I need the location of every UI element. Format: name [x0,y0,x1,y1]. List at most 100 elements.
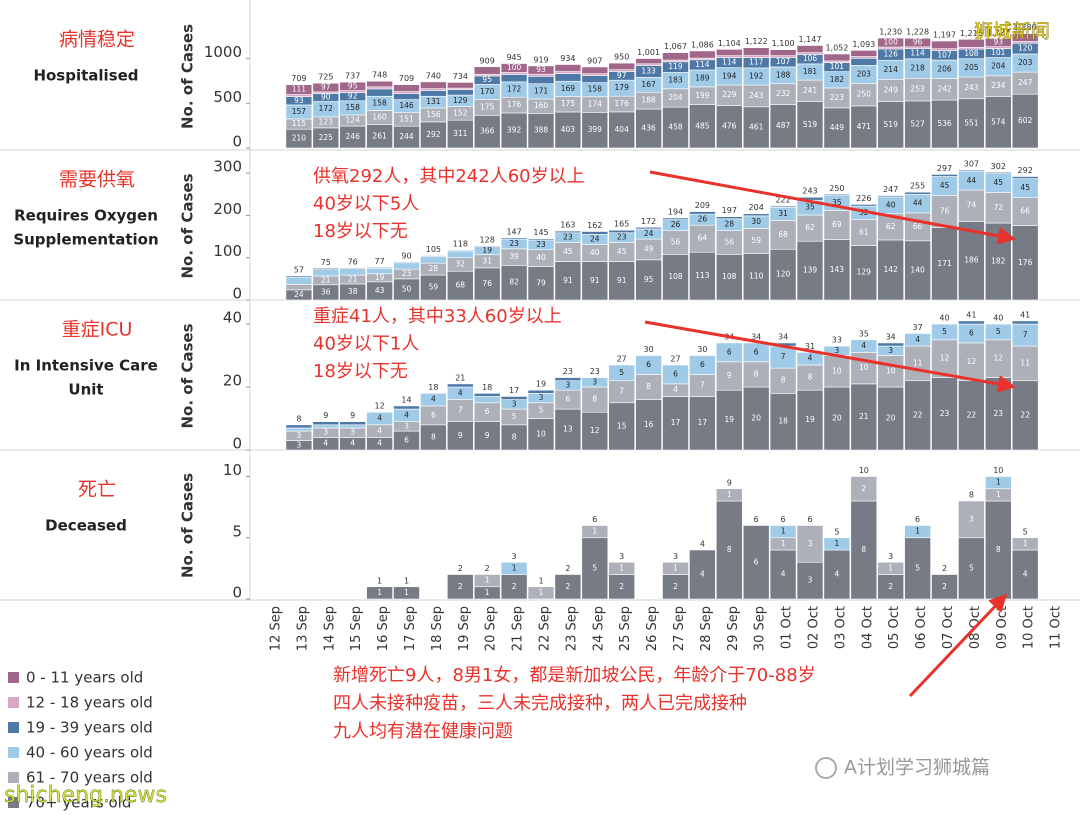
segment-label: 253 [910,85,925,94]
total-label: 907 [587,56,602,65]
bar-segment [796,389,824,451]
segment-label: 4 [700,570,705,579]
x-tick-label: 02 Oct [807,606,822,649]
segment-label: 82 [509,278,519,287]
segment-label: 6 [673,369,678,378]
bar-segment [393,91,420,94]
bar-segment [662,217,689,220]
bar-segment [527,65,555,75]
bar-segment [689,224,716,253]
segment-label: 59 [429,283,439,292]
bar-segment [473,66,501,75]
annotation: 四人未接种疫苗，三人未完成接种，两人已完成接种 [333,693,747,714]
panel-label: In Intensive Care [14,357,158,375]
total-label: 30 [644,345,654,354]
legend-swatch [8,722,19,733]
bar-segment [446,82,474,89]
segment-label: 1 [485,576,490,585]
total-label: 35 [859,329,869,338]
total-label: 41 [966,310,976,319]
bar-segment [1011,380,1039,451]
bar-segment [527,266,555,301]
segment-label: 183 [668,76,683,85]
total-label: 12 [375,402,385,411]
segment-label: 199 [695,91,710,100]
segment-label: 79 [536,278,546,287]
annotation: 九人均有潜在健康问题 [333,721,513,742]
segment-label: 6 [754,347,759,356]
segment-label: 97 [617,71,627,80]
segment-label: 171 [937,259,952,268]
bar-segment [689,549,716,600]
bar-segment [366,586,393,600]
segment-label: 170 [480,87,495,96]
total-label: 9 [323,411,328,420]
segment-label: 6 [727,347,732,356]
segment-label: 18 [778,417,788,426]
total-label: 2 [458,564,463,573]
segment-label: 152 [453,108,468,117]
segment-label: 189 [695,73,710,82]
total-label: 128 [480,235,495,244]
bar-segment [850,339,878,353]
segment-label: 436 [641,124,656,133]
segment-label: 93 [294,96,304,105]
segment-label: 45 [994,178,1004,187]
total-label: 21 [455,373,465,382]
segment-label: 203 [857,69,872,78]
segment-label: 244 [399,132,414,141]
bar-segment [769,525,797,539]
x-tick-label: 06 Oct [914,606,929,649]
annotation: 40岁以下5人 [313,194,419,215]
bar-segment [366,88,393,97]
watermark: 狮城新闻 [974,21,1050,43]
bar-segment [877,239,905,301]
segment-label: 151 [399,114,414,123]
segment-label: 204 [991,62,1006,71]
segment-label: 232 [776,89,791,98]
arrow [644,320,1016,393]
segment-label: 117 [749,58,764,67]
segment-label: 3 [808,539,813,548]
legend-swatch [8,672,19,683]
segment-label: 188 [776,70,791,79]
segment-label: 7 [700,380,705,389]
segment-label: 1 [915,527,920,536]
segment-label: 223 [830,93,845,102]
bar-segment [958,320,985,325]
legend-label: 61 - 70 years old [26,769,153,787]
bar-segment [393,84,420,92]
segment-label: 31 [778,209,788,218]
segment-label: 2 [942,582,947,591]
segment-label: 8 [754,369,759,378]
segment-label: 404 [615,125,630,134]
bar-segment [931,40,958,50]
total-label: 194 [668,207,683,216]
total-label: 31 [805,342,815,351]
panel-label-zh: 需要供氧 [59,169,135,191]
panel-label: Requires Oxygen [14,207,158,225]
x-tick-label: 26 Sep [645,606,660,651]
segment-label: 247 [1018,78,1033,87]
total-label: 3 [512,552,517,561]
segment-label: 36 [321,287,331,296]
total-label: 6 [781,515,786,524]
segment-label: 206 [937,64,952,73]
bar-segment [473,245,501,248]
segment-label: 6 [700,360,705,369]
bar-segment [742,106,770,149]
bar-segment [904,380,931,451]
segment-label: 176 [507,100,522,109]
segment-label: 4 [323,439,328,448]
segment-label: 5 [915,563,920,572]
total-label: 1,067 [664,42,687,51]
segment-label: 114 [910,49,925,58]
x-tick-label: 23 Sep [564,606,579,651]
segment-label: 3 [888,346,893,355]
bar-segment [635,259,662,301]
segment-label: 3 [592,377,597,386]
segment-label: 143 [830,265,845,274]
segment-label: 2 [673,582,678,591]
bar-segment [796,101,824,149]
